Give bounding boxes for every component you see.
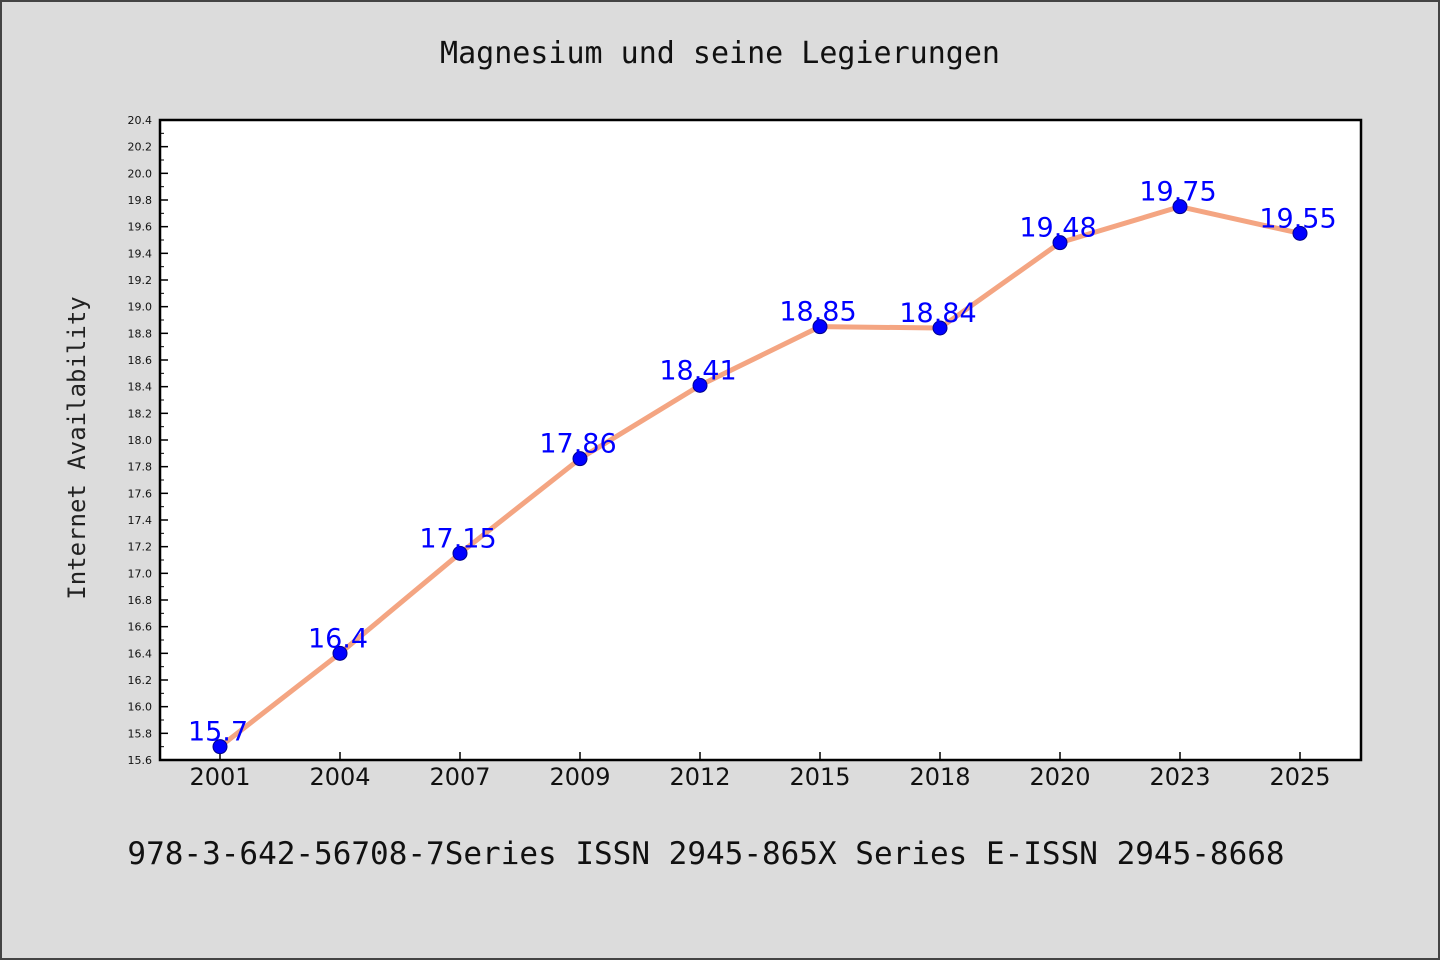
x-tick-label: 2007	[429, 763, 490, 791]
footer-isbn-text: 978-3-642-56708-7Series ISSN 2945-865X S…	[127, 836, 1284, 872]
y-axis: 15.6 15.8 16.0 16.2 16.4 16.6 16.8 17.0 17.2 17.4…	[128, 114, 168, 767]
y-tick-label: 19.8	[128, 194, 153, 207]
y-tick-label: 18.2	[128, 407, 153, 420]
data-value-label: 18.41	[659, 355, 736, 386]
chart-title: Magnesium und seine Legierungen	[440, 36, 1000, 71]
data-point-marker	[1292, 225, 1308, 241]
y-tick-label: 18.6	[128, 354, 153, 367]
y-tick-label: 20.0	[128, 167, 153, 180]
data-point-marker	[692, 377, 708, 393]
y-tick-label: 19.4	[128, 247, 153, 260]
x-tick-label: 2012	[669, 763, 730, 791]
data-point-marker	[1172, 199, 1188, 215]
data-labels: 15.7 16.4 17.15 17.86 18.41 18.85 18.84 19.48 19…	[188, 177, 1337, 748]
y-tick-label: 18.8	[128, 327, 153, 340]
x-tick-label: 2009	[549, 763, 610, 791]
y-tick-label: 17.0	[128, 567, 153, 580]
data-value-label: 15.7	[188, 717, 248, 748]
data-value-label: 17.86	[539, 429, 616, 460]
y-tick-label: 19.2	[128, 274, 153, 287]
data-point-marker	[332, 645, 348, 661]
y-tick-label: 17.4	[128, 514, 153, 527]
x-tick-label: 2015	[789, 763, 850, 791]
data-point-marker	[932, 320, 948, 336]
x-tick-label: 2001	[189, 763, 250, 791]
data-point-marker	[212, 739, 228, 755]
y-tick-label: 16.0	[128, 701, 153, 714]
data-value-label: 19.55	[1259, 203, 1336, 234]
y-tick-label: 17.6	[128, 487, 153, 500]
x-tick-label: 2023	[1149, 763, 1210, 791]
y-tick-label: 16.2	[128, 674, 153, 687]
data-markers	[212, 199, 1308, 755]
y-tick-label: 20.4	[128, 114, 153, 127]
x-axis: 2001 2004 2007 2009 2012 2015 2018 2020 2023 2025	[189, 752, 1331, 791]
y-tick-label: 17.2	[128, 541, 153, 554]
data-value-label: 19.48	[1019, 213, 1096, 244]
data-value-label: 17.15	[419, 523, 496, 554]
y-tick-label: 17.8	[128, 461, 153, 474]
data-point-marker	[452, 545, 468, 561]
data-value-label: 19.75	[1139, 177, 1216, 208]
y-tick-label: 18.0	[128, 434, 153, 447]
series-line	[217, 204, 1303, 750]
y-tick-label: 15.6	[128, 754, 153, 767]
y-axis-label: Internet Availability	[63, 296, 91, 599]
y-tick-label: 16.8	[128, 594, 153, 607]
data-point-marker	[1052, 235, 1068, 251]
y-tick-label: 16.6	[128, 621, 153, 634]
data-value-label: 18.85	[779, 297, 856, 328]
y-tick-label: 15.8	[128, 727, 153, 740]
data-point-marker	[572, 451, 588, 467]
y-tick-label: 16.4	[128, 647, 153, 660]
x-tick-label: 2020	[1029, 763, 1090, 791]
x-tick-label: 2018	[909, 763, 970, 791]
y-tick-label: 19.0	[128, 301, 153, 314]
x-tick-label: 2025	[1269, 763, 1330, 791]
plot-area	[158, 118, 1363, 762]
data-value-label: 18.84	[899, 298, 976, 329]
data-value-label: 16.4	[308, 623, 368, 654]
x-tick-label: 2004	[309, 763, 370, 791]
y-tick-label: 18.4	[128, 381, 153, 394]
data-point-marker	[812, 319, 828, 335]
y-tick-label: 19.6	[128, 221, 153, 234]
y-tick-label: 20.2	[128, 141, 153, 154]
